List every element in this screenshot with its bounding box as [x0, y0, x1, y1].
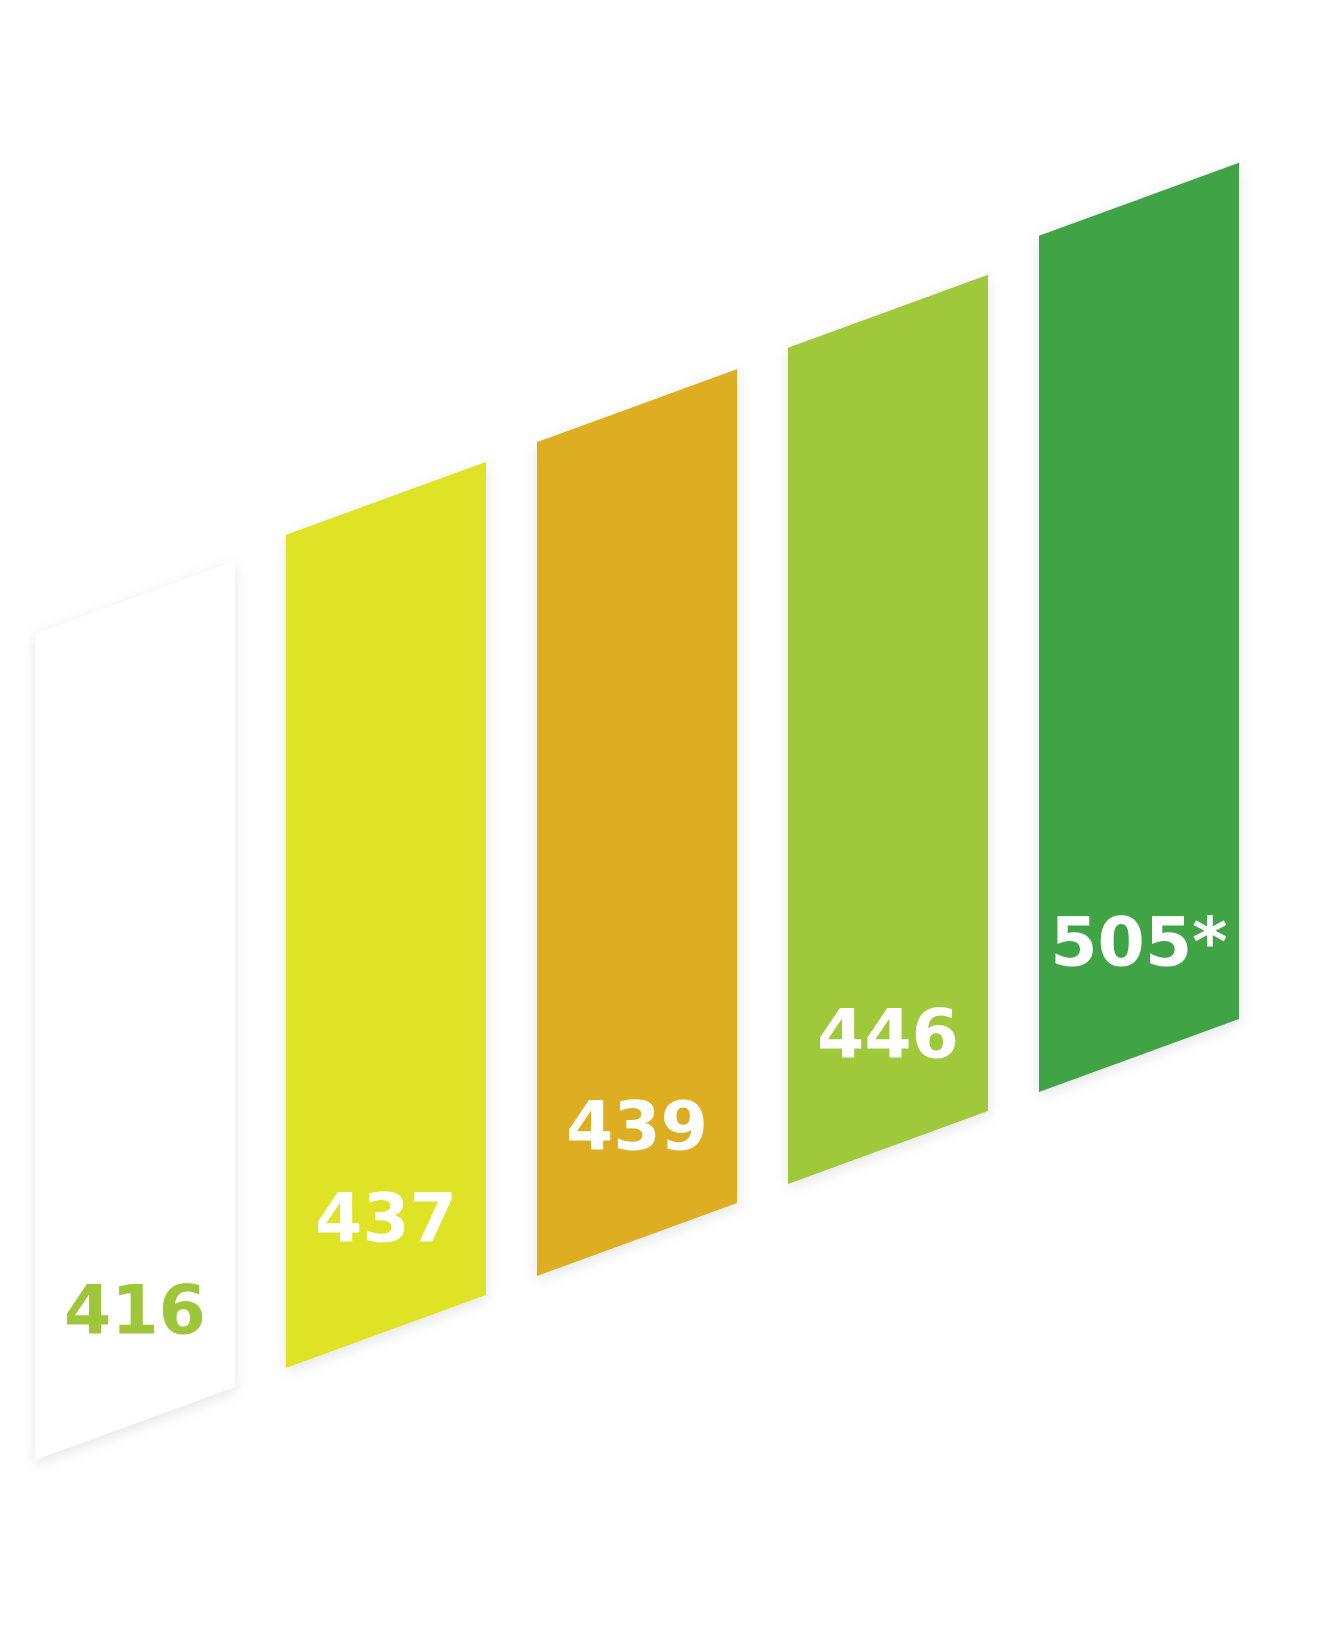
- bar-2: [286, 461, 486, 1368]
- bar-3: [537, 369, 737, 1276]
- bar-value-label-1: 416: [64, 1272, 206, 1351]
- bar-value-label-5: 505*: [1050, 904, 1228, 983]
- bars-layer: [35, 162, 1239, 1460]
- labels-layer: 416 437 439 446 505*: [64, 904, 1228, 1351]
- bar-5: [1039, 162, 1239, 1093]
- bar-value-label-2: 437: [315, 1180, 457, 1259]
- bar-4: [788, 274, 988, 1184]
- bar-value-label-3: 439: [566, 1088, 708, 1167]
- bar-value-label-4: 446: [817, 996, 959, 1075]
- bar-1: [35, 561, 235, 1460]
